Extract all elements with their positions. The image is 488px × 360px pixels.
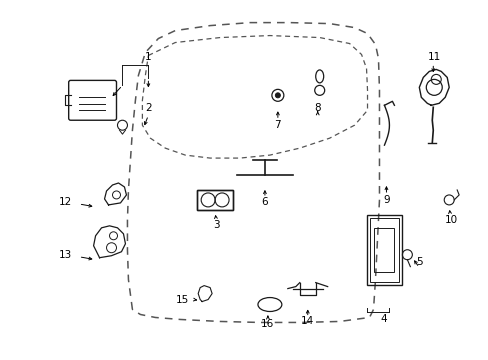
Circle shape <box>275 93 280 98</box>
Bar <box>374 228 394 272</box>
Bar <box>197 190 233 210</box>
Text: 2: 2 <box>145 103 151 113</box>
Text: 7: 7 <box>274 120 281 130</box>
Text: 12: 12 <box>59 197 72 207</box>
Text: 4: 4 <box>379 314 386 324</box>
Text: 14: 14 <box>301 316 314 327</box>
Text: 13: 13 <box>59 250 72 260</box>
Text: 15: 15 <box>175 294 188 305</box>
Text: 16: 16 <box>261 319 274 329</box>
Bar <box>366 215 402 285</box>
Text: 10: 10 <box>444 215 457 225</box>
Text: 1: 1 <box>145 53 151 63</box>
Text: 3: 3 <box>212 220 219 230</box>
Text: 9: 9 <box>383 195 389 205</box>
Text: 5: 5 <box>415 257 422 267</box>
Text: 6: 6 <box>261 197 268 207</box>
Text: 8: 8 <box>314 103 321 113</box>
Bar <box>369 218 399 282</box>
Text: 11: 11 <box>427 53 440 63</box>
